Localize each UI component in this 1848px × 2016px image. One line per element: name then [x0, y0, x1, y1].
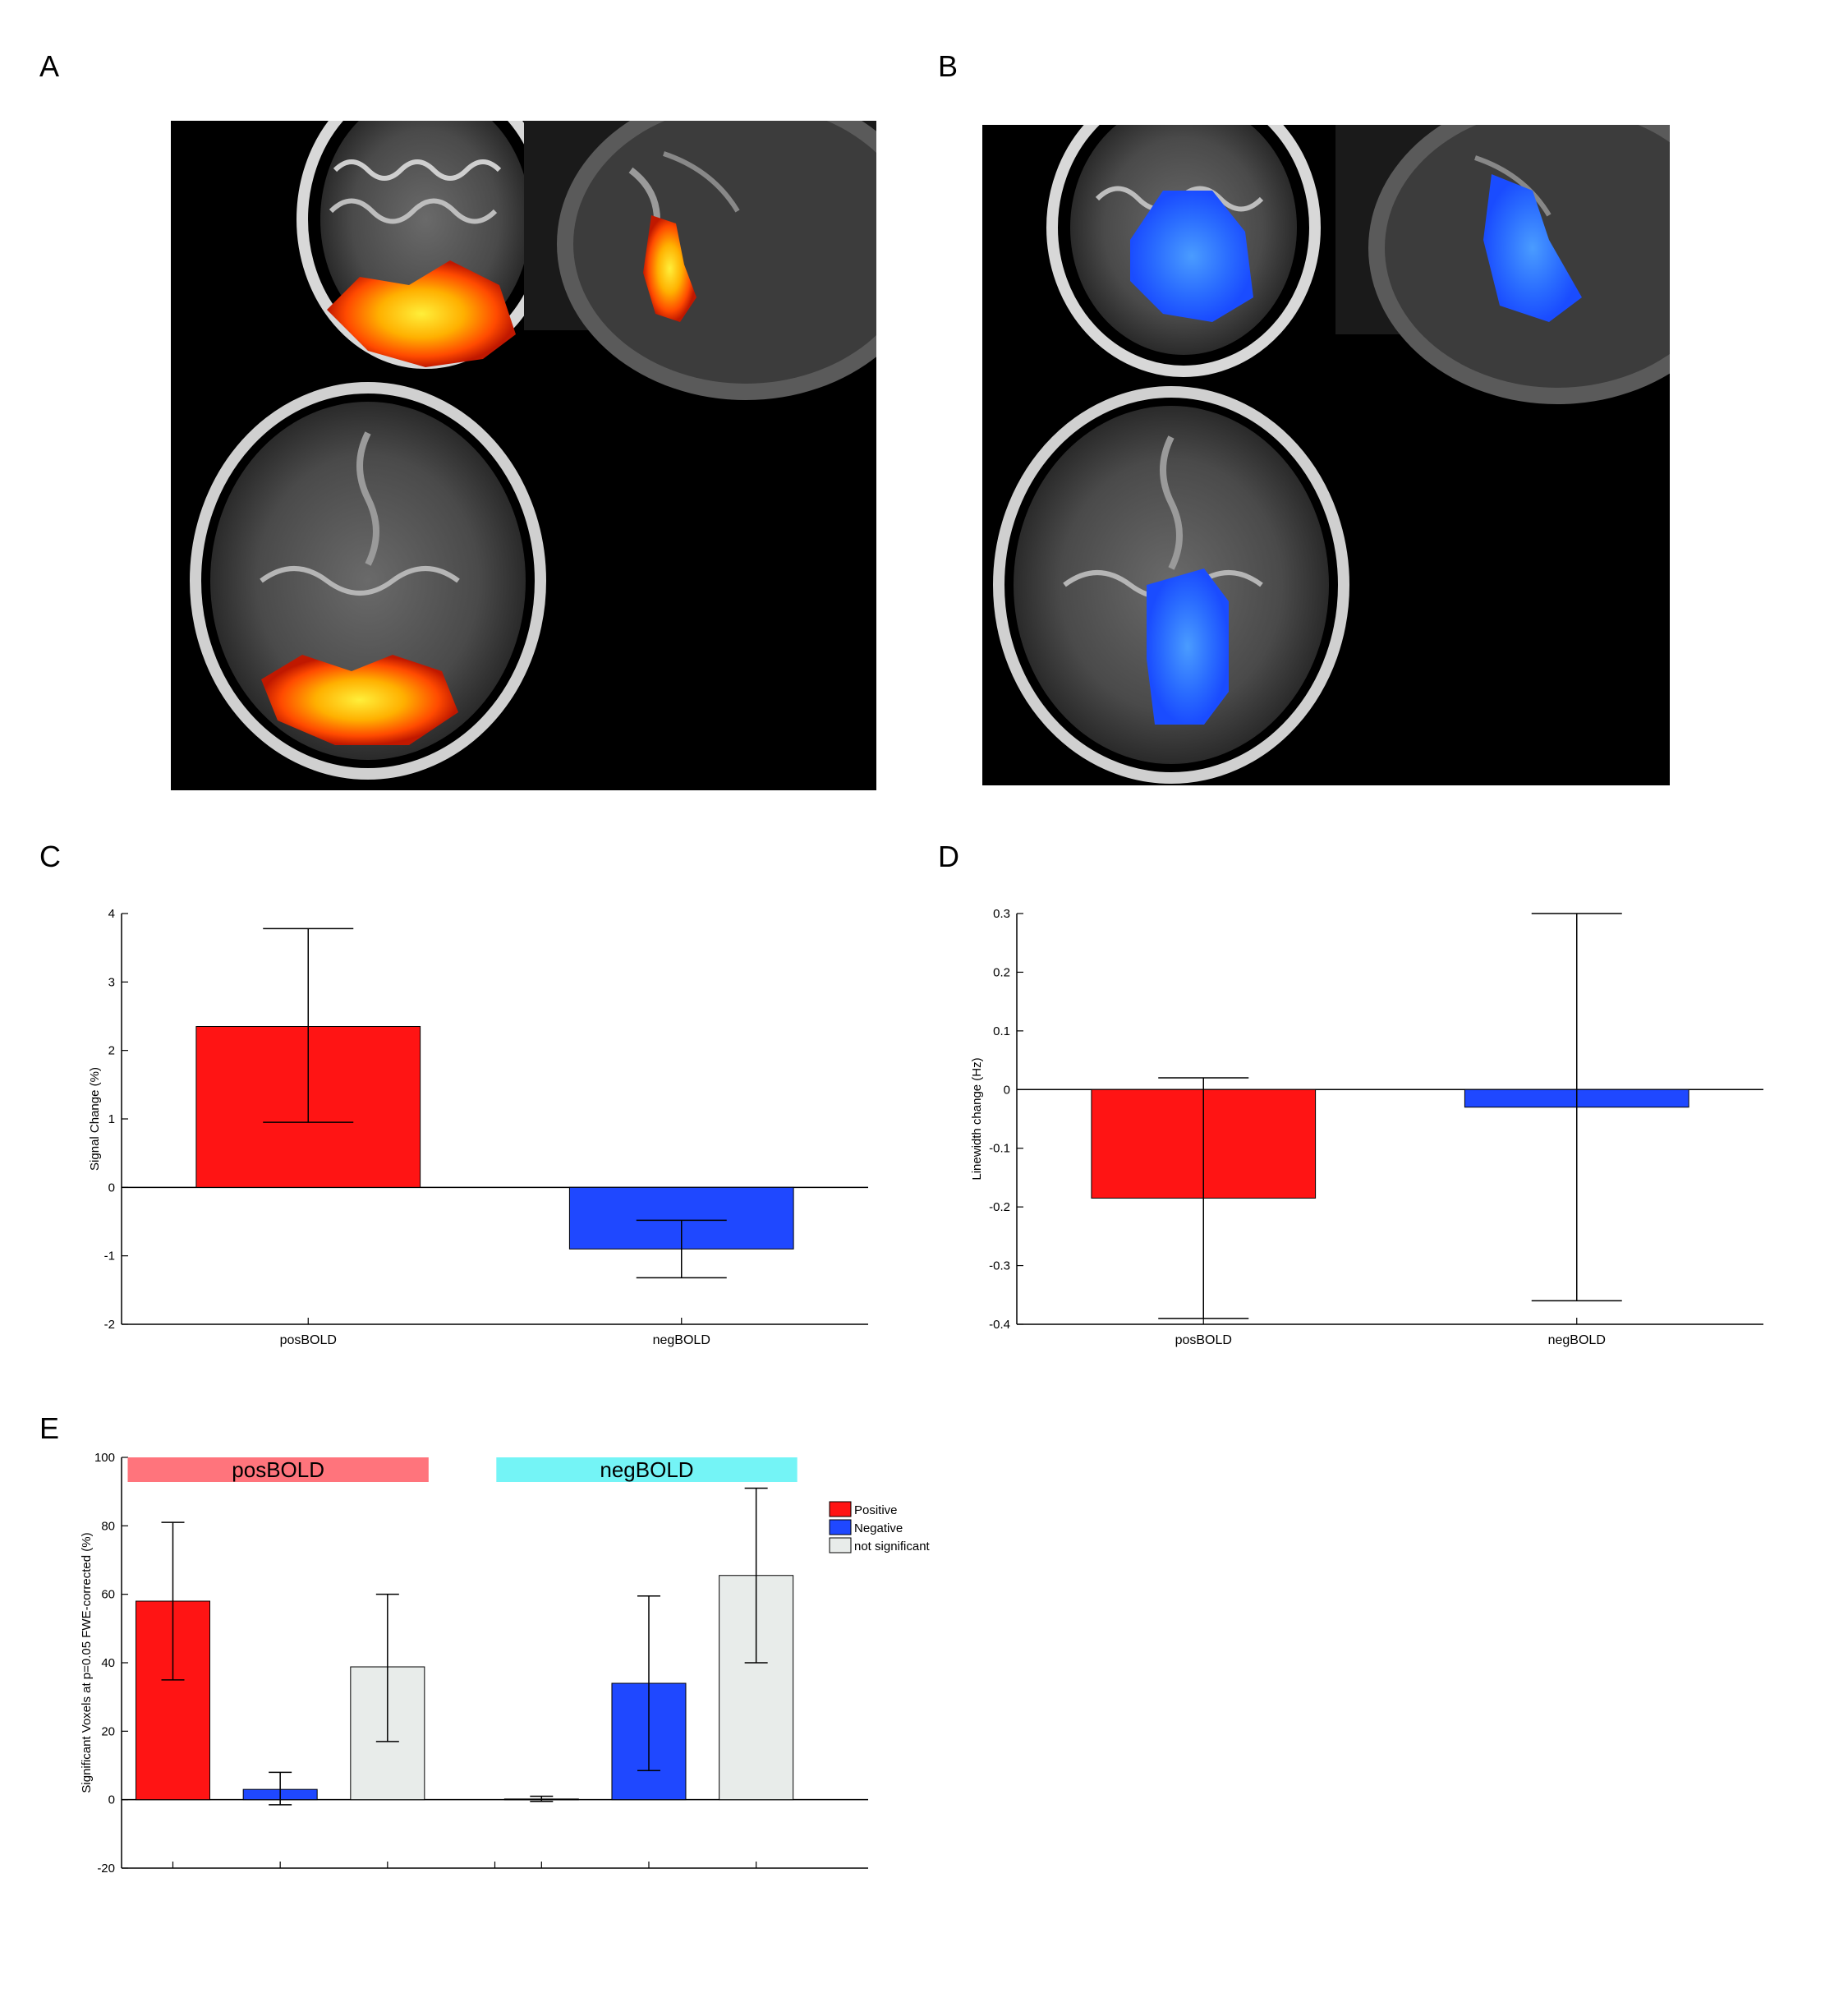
chart-c-ylabel: Signal Change (%)	[88, 1067, 102, 1171]
chart-c-signal-change: -2 -1 0 1 2 3 4 posBOLD negBOLD Signal Change (%)	[88, 907, 868, 1347]
chart-c-ytick-label: -2	[104, 1318, 115, 1332]
sagittal-slice-b	[1335, 125, 1670, 404]
chart-e-ylabel: Significant Voxels at p=0.05 FWE-correct…	[80, 1532, 94, 1793]
chart-d-ylabel: Linewidth change (Hz)	[970, 1057, 984, 1180]
mri-panel-b	[982, 125, 1670, 785]
chart-e-group-band-posbold	[127, 1457, 429, 1482]
chart-e-legend-label-1: Negative	[854, 1521, 903, 1535]
coronal-slice-a	[297, 121, 554, 369]
chart-e-significant-voxels: -20 0 20 40 60 80 100 posBOLD negBOLD Positive Neg…	[80, 1451, 931, 1876]
chart-e-group-label-posbold: posBOLD	[232, 1457, 324, 1482]
panel-label-d: D	[938, 840, 959, 873]
chart-d-ytick-label: -0.4	[989, 1318, 1010, 1332]
chart-d-ytick-label: 0	[1004, 1083, 1010, 1097]
chart-c-ytick-label: -1	[104, 1250, 115, 1263]
chart-d-linewidth-change: -0.4 -0.3 -0.2 -0.1 0 0.1 0.2 0.3 posBOLD negBOLD…	[970, 907, 1763, 1347]
chart-d-ytick-label: 0.1	[993, 1024, 1010, 1038]
panel-label-e: E	[39, 1411, 60, 1445]
chart-c-xtick-label: posBOLD	[280, 1333, 337, 1347]
chart-e-ytick-label: -20	[97, 1862, 115, 1876]
chart-e-ytick-label: 40	[101, 1656, 115, 1670]
panel-label-a: A	[39, 49, 60, 83]
mri-panel-a	[171, 121, 876, 790]
chart-d-ytick-label: 0.3	[993, 907, 1010, 921]
chart-d-ytick-label: -0.2	[989, 1200, 1010, 1214]
chart-e-ytick-label: 60	[101, 1588, 115, 1602]
chart-c-xtick-label: negBOLD	[653, 1333, 710, 1347]
sagittal-slice-a	[524, 121, 876, 400]
chart-c-ytick-label: 3	[108, 975, 115, 989]
chart-e-legend-swatch-2	[829, 1537, 852, 1553]
chart-e-ytick-label: 20	[101, 1724, 115, 1738]
chart-d-ytick-label: -0.3	[989, 1259, 1010, 1273]
chart-e-group-band-negbold	[496, 1457, 798, 1482]
chart-d-xtick-label: posBOLD	[1175, 1333, 1232, 1347]
chart-c-ytick-label: 2	[108, 1044, 115, 1058]
chart-c-ytick-label: 0	[108, 1181, 115, 1194]
chart-d-ytick-label: 0.2	[993, 965, 1010, 979]
chart-d-ytick-label: -0.1	[989, 1142, 1010, 1156]
chart-e-ytick-label: 80	[101, 1519, 115, 1533]
chart-e-group-label-negbold: negBOLD	[600, 1457, 693, 1482]
chart-c-ytick-label: 1	[108, 1112, 115, 1126]
chart-d-xtick-label: negBOLD	[1548, 1333, 1606, 1347]
chart-e-legend-swatch-0	[829, 1501, 852, 1517]
panel-label-b: B	[938, 49, 958, 83]
chart-e-legend-swatch-1	[829, 1519, 852, 1535]
chart-e-ytick-label: 0	[108, 1793, 115, 1807]
chart-e-legend-label-2: not significant	[854, 1540, 931, 1553]
panel-label-c: C	[39, 840, 61, 873]
chart-e-legend-label-0: Positive	[854, 1503, 898, 1517]
chart-c-ytick-label: 4	[108, 907, 115, 921]
coronal-slice-b	[1046, 125, 1321, 377]
axial-slice-a	[190, 382, 546, 780]
chart-e-ytick-label: 100	[94, 1451, 115, 1465]
axial-slice-b	[993, 386, 1349, 784]
